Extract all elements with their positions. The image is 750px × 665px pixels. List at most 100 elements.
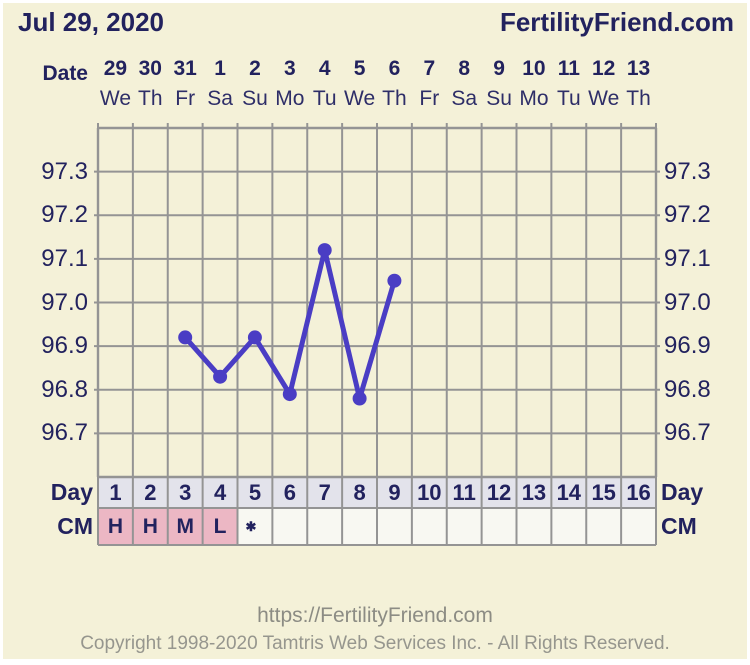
day-cell[interactable] <box>237 477 273 508</box>
cm-cell[interactable] <box>516 508 552 545</box>
cm-cell[interactable] <box>377 508 412 545</box>
weekday-cell: We <box>99 87 131 110</box>
day-cell[interactable] <box>167 477 203 508</box>
day-cell-label: 14 <box>556 480 582 505</box>
page-background <box>3 3 747 659</box>
temperature-point[interactable] <box>213 369 228 384</box>
cm-cell-label <box>377 508 412 545</box>
date-cell: 10 <box>522 57 546 80</box>
cm-cell[interactable] <box>411 508 447 545</box>
cm-cell[interactable] <box>307 508 343 545</box>
day-cell[interactable] <box>551 477 587 508</box>
weekday-cell: Su <box>242 87 268 110</box>
cm-cell[interactable] <box>237 508 273 545</box>
cm-cell[interactable] <box>272 508 308 545</box>
day-cell-label: 9 <box>388 480 401 505</box>
temperature-point[interactable] <box>178 330 193 345</box>
day-cell-label: 4 <box>213 480 227 505</box>
weekday-cell: We <box>344 87 376 110</box>
date-cell: 12 <box>592 57 616 80</box>
day-cell[interactable] <box>481 477 517 508</box>
day-cell-label: 3 <box>179 480 192 505</box>
day-cell[interactable] <box>446 477 482 508</box>
y-axis-label-left: 96.7 <box>41 419 88 447</box>
date-row-label: Date <box>42 62 88 85</box>
day-cell[interactable] <box>202 477 238 508</box>
y-axis-label-left: 97.2 <box>41 201 88 229</box>
cm-cell-label <box>412 508 447 545</box>
weekday-cell: Sa <box>451 87 478 110</box>
cm-cell-label <box>482 508 517 545</box>
date-cell: 31 <box>173 57 197 80</box>
day-cell[interactable] <box>586 477 622 508</box>
day-cell-label: 7 <box>318 480 331 505</box>
cm-cell-label <box>272 508 307 545</box>
date-cell: 30 <box>138 57 162 80</box>
cm-cell-label <box>586 508 621 545</box>
y-axis-label-right: 97.3 <box>664 157 711 185</box>
weekday-cell: Fr <box>419 87 440 110</box>
cm-row-label-left: CM <box>57 513 93 539</box>
date-cell: 5 <box>353 57 366 80</box>
cm-cell[interactable] <box>481 508 517 545</box>
cm-cell[interactable] <box>202 508 238 545</box>
date-cell: 9 <box>493 57 505 80</box>
day-cell[interactable] <box>411 477 447 508</box>
cm-cell-label <box>551 508 586 545</box>
day-cell[interactable] <box>342 477 377 508</box>
cm-star-icon: ✱ <box>245 519 257 534</box>
day-cell[interactable] <box>516 477 552 508</box>
day-cell[interactable] <box>307 477 343 508</box>
page-title-date: Jul 29, 2020 <box>18 7 164 37</box>
cm-cell[interactable] <box>342 508 377 545</box>
y-axis-label-left: 96.8 <box>41 375 88 403</box>
weekday-cell: Mo <box>519 87 549 110</box>
cm-cell-label <box>517 508 552 545</box>
day-cell-label: 2 <box>144 480 157 505</box>
day-cell[interactable] <box>377 477 412 508</box>
weekday-cell: Th <box>626 87 651 110</box>
day-cell[interactable] <box>98 477 133 508</box>
y-axis-label-right: 97.1 <box>664 244 711 272</box>
temperature-point[interactable] <box>387 273 402 288</box>
brand-link[interactable]: FertilityFriend.com <box>499 7 734 37</box>
date-cell: 2 <box>249 57 261 80</box>
y-axis-label-right: 96.7 <box>664 419 711 447</box>
cm-cell[interactable] <box>586 508 622 545</box>
temperature-point[interactable] <box>317 243 332 258</box>
y-axis-label-left: 97.3 <box>41 157 88 185</box>
date-cell: 11 <box>557 57 580 80</box>
date-cell: 6 <box>388 57 401 80</box>
day-cell-label: 16 <box>626 480 651 505</box>
cm-cell[interactable] <box>446 508 482 545</box>
y-axis-label-right: 96.8 <box>664 375 711 403</box>
weekday-cell: Su <box>486 87 512 110</box>
temperature-point[interactable] <box>352 391 367 406</box>
date-cell: 4 <box>318 57 331 80</box>
weekday-cell: Sa <box>207 87 233 110</box>
day-cell[interactable] <box>621 477 656 508</box>
cm-cell[interactable] <box>621 508 656 545</box>
cm-cell[interactable] <box>132 508 168 545</box>
cm-cell-label: M <box>176 515 194 538</box>
day-cell[interactable] <box>272 477 308 508</box>
weekday-cell: Tu <box>556 87 581 110</box>
cm-cell-label: H <box>107 515 124 538</box>
footer-url-link[interactable]: https://FertilityFriend.com <box>257 604 493 627</box>
weekday-cell: Mo <box>275 87 305 110</box>
date-cell: 1 <box>214 57 226 80</box>
cm-cell[interactable] <box>551 508 587 545</box>
day-cell[interactable] <box>132 477 168 508</box>
day-cell-label: 1 <box>109 480 122 505</box>
y-axis-label-left: 97.0 <box>41 288 88 316</box>
temperature-point[interactable] <box>247 330 262 345</box>
y-axis-label-left: 96.9 <box>41 332 88 360</box>
day-cell-label: 8 <box>353 480 366 505</box>
cm-cell-label <box>307 508 342 545</box>
day-cell-label: 5 <box>248 480 262 505</box>
cm-cell[interactable] <box>167 508 203 545</box>
temperature-point[interactable] <box>282 387 297 402</box>
cm-cell[interactable] <box>98 508 133 545</box>
